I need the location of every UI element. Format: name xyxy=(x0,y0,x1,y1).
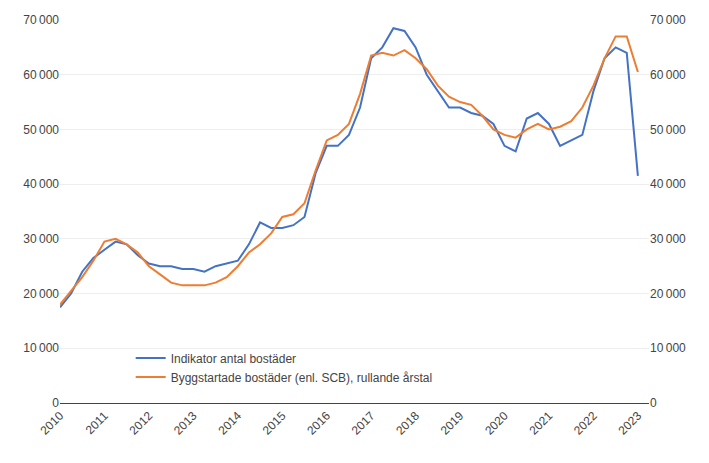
svg-text:70 000: 70 000 xyxy=(23,13,59,27)
svg-text:50 000: 50 000 xyxy=(23,123,59,137)
svg-text:Indikator antal bostäder: Indikator antal bostäder xyxy=(171,352,296,366)
svg-text:20 000: 20 000 xyxy=(23,287,59,301)
svg-text:60 000: 60 000 xyxy=(23,68,59,82)
svg-text:2010: 2010 xyxy=(38,409,67,438)
svg-text:2016: 2016 xyxy=(304,409,333,438)
svg-text:40 000: 40 000 xyxy=(650,177,686,191)
svg-text:60 000: 60 000 xyxy=(650,68,686,82)
svg-text:2022: 2022 xyxy=(571,409,600,438)
svg-text:0: 0 xyxy=(650,396,657,410)
svg-text:2017: 2017 xyxy=(349,409,378,438)
svg-text:30 000: 30 000 xyxy=(650,232,686,246)
svg-text:2021: 2021 xyxy=(527,409,556,438)
svg-text:50 000: 50 000 xyxy=(650,123,686,137)
svg-text:Byggstartade bostäder (enl. SC: Byggstartade bostäder (enl. SCB), rullan… xyxy=(171,371,432,385)
svg-text:2023: 2023 xyxy=(615,409,644,438)
svg-text:2019: 2019 xyxy=(438,409,467,438)
svg-text:10 000: 10 000 xyxy=(23,341,59,355)
svg-text:30 000: 30 000 xyxy=(23,232,59,246)
svg-text:2018: 2018 xyxy=(393,409,422,438)
svg-text:40 000: 40 000 xyxy=(23,177,59,191)
svg-text:10 000: 10 000 xyxy=(650,341,686,355)
svg-text:20 000: 20 000 xyxy=(650,287,686,301)
svg-text:2012: 2012 xyxy=(126,409,155,438)
svg-text:2013: 2013 xyxy=(171,409,200,438)
svg-text:70 000: 70 000 xyxy=(650,13,686,27)
svg-text:0: 0 xyxy=(52,396,59,410)
svg-text:2020: 2020 xyxy=(482,409,511,438)
svg-text:2011: 2011 xyxy=(83,409,111,437)
svg-text:2015: 2015 xyxy=(260,409,289,438)
svg-text:2014: 2014 xyxy=(215,409,244,438)
